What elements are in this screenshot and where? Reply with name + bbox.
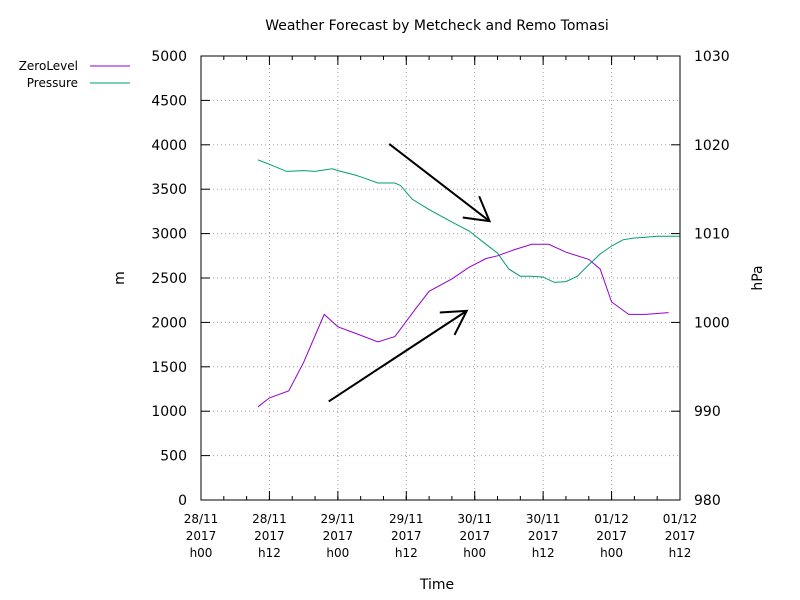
y2-tick-label: 1020 [694,138,730,154]
x-tick-label: h12 [669,546,692,560]
y-tick-label: 500 [160,449,187,465]
y-tick-label: 5000 [151,49,187,65]
y-tick-label: 0 [178,493,187,509]
y-axis-label-right: hPa [750,265,766,290]
x-tick-label: 30/11 [457,512,492,526]
x-tick-label: 2017 [254,529,285,543]
y2-tick-label: 1030 [694,49,730,65]
x-tick-label: 2017 [528,529,559,543]
x-tick-label: h12 [532,546,555,560]
annotation-arrow-head [462,195,492,223]
series-line-zerolevel [257,243,669,408]
x-tick-label: 29/11 [389,512,424,526]
annotation-arrow-head [439,309,469,336]
x-tick-label: 2017 [323,529,354,543]
series-line-pressure [257,159,680,283]
grid [201,56,680,500]
x-tick-label: 2017 [186,529,217,543]
y-tick-label: 2500 [151,271,187,287]
x-tick-label: h00 [326,546,349,560]
chart-title: Weather Forecast by Metcheck and Remo To… [265,18,609,34]
x-tick-label: 29/11 [321,512,356,526]
x-tick-label: h00 [463,546,486,560]
x-tick-label: h12 [258,546,281,560]
x-tick-label: 28/11 [252,512,287,526]
plot-frame [200,55,681,501]
x-tick-label: 01/12 [663,512,698,526]
y-ticks-right: 980 990 1000 1010 1020 1030 [671,49,730,509]
legend-label-zerolevel: ZeroLevel [19,59,78,73]
x-tick-label: h00 [190,546,213,560]
annotation-arrow-shaft [328,310,468,403]
legend: ZeroLevel Pressure [19,59,130,90]
y-ticks-left: 0 500 1000 1500 2000 2500 3000 3500 4000 4500 5000 [151,49,210,509]
y-tick-label: 2000 [151,315,187,331]
y2-tick-label: 980 [694,493,721,509]
y-tick-label: 4000 [151,138,187,154]
series-lines [257,159,680,408]
y-tick-label: 1000 [151,404,187,420]
x-axis-label: Time [419,577,454,593]
y2-tick-label: 1000 [694,315,730,331]
x-tick-label: 01/12 [594,512,629,526]
x-tick-label: 2017 [391,529,422,543]
y2-tick-label: 1010 [694,227,730,243]
y-tick-label: 3000 [151,227,187,243]
annotation-arrow-shaft [388,143,491,222]
y-tick-label: 4500 [151,93,187,109]
y-tick-label: 1500 [151,360,187,376]
x-tick-label: 2017 [665,529,696,543]
legend-label-pressure: Pressure [27,76,78,90]
x-tick-label: 28/11 [184,512,219,526]
x-tick-label: h00 [600,546,623,560]
y2-tick-label: 990 [694,404,721,420]
x-tick-label: 2017 [596,529,627,543]
annotations [328,143,492,403]
x-ticks: 28/11 2017 h00 28/11 2017 h12 29/11 2017 h00 29/1… [184,56,698,560]
y-axis-label-left: m [112,271,128,285]
x-tick-label: 2017 [459,529,490,543]
x-tick-label: 30/11 [526,512,561,526]
x-tick-label: h12 [395,546,418,560]
y-tick-label: 3500 [151,182,187,198]
